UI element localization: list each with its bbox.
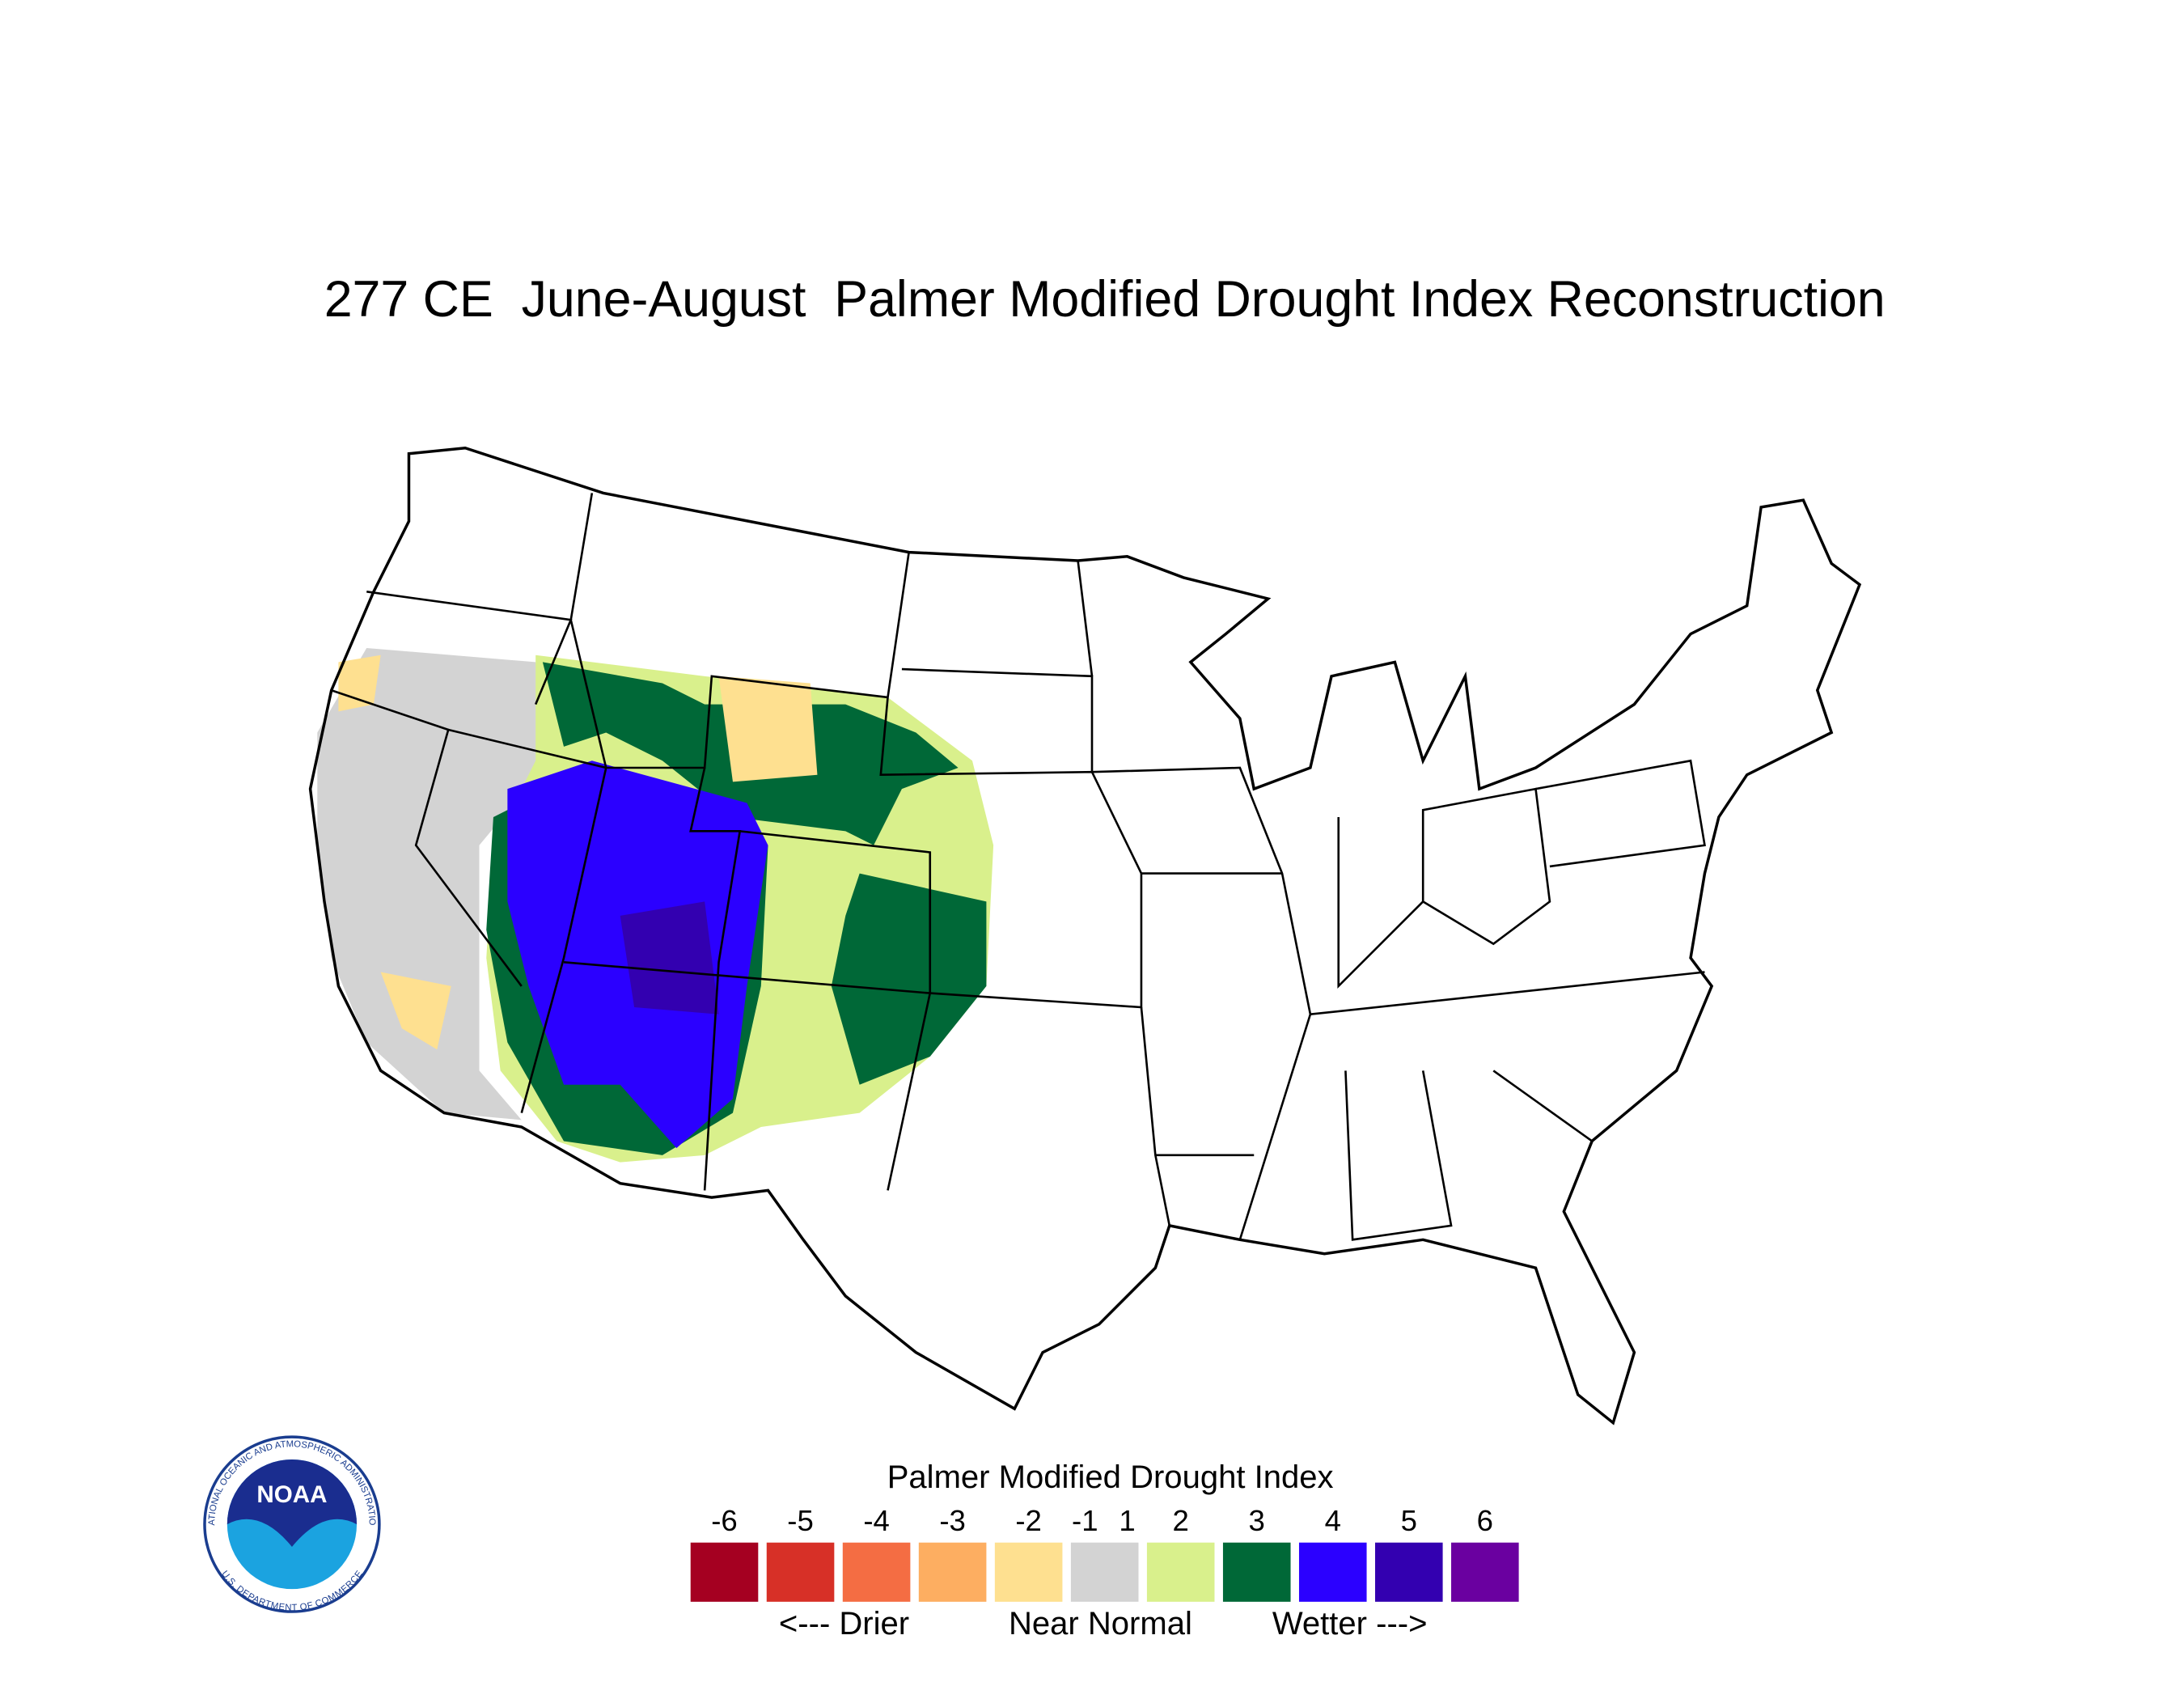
very-wet-region xyxy=(831,873,987,1085)
legend-tick-label: 1 xyxy=(1119,1504,1135,1537)
dry-region xyxy=(380,972,451,1050)
legend-swatch xyxy=(994,1542,1063,1602)
state-line xyxy=(331,688,523,987)
legend-tick-label: -5 xyxy=(787,1504,814,1537)
legend-tick-label: -6 xyxy=(711,1504,738,1537)
legend-swatch xyxy=(1070,1542,1139,1602)
legend-note: Near Normal xyxy=(1009,1606,1192,1642)
legend-swatch xyxy=(766,1542,835,1602)
map-title: 277 CE June-August Palmer Modified Droug… xyxy=(324,271,1886,328)
dry-region xyxy=(718,676,818,782)
legend: -6 -5 -4 -3 -2 -1 1 2 3 4 5 6 <--- Drier Near Normal W… xyxy=(690,1504,1519,1642)
state-line xyxy=(1077,560,1094,676)
state-line xyxy=(1337,787,1551,989)
legend-tick-label: 6 xyxy=(1477,1504,1493,1537)
legend-tick-label: 3 xyxy=(1249,1504,1265,1537)
state-line xyxy=(569,493,888,769)
state-line xyxy=(1310,971,1705,1016)
legend-tick-label: -2 xyxy=(1015,1504,1042,1537)
us-map xyxy=(308,446,1862,1426)
near-normal-region xyxy=(317,647,550,1121)
state-line xyxy=(1535,759,1706,868)
legend-swatch xyxy=(1146,1542,1215,1602)
legend-tick-label: 5 xyxy=(1401,1504,1417,1537)
legend-tick-label: 2 xyxy=(1173,1504,1189,1537)
legend-swatch xyxy=(918,1542,987,1602)
exceptional-wet-region xyxy=(620,901,719,1015)
legend-swatch xyxy=(842,1542,911,1602)
state-line xyxy=(447,728,607,1113)
legend-note: Wetter ---> xyxy=(1272,1606,1428,1642)
logo-sky xyxy=(226,1459,358,1547)
state-line xyxy=(901,667,1094,773)
legend-tick-label: -3 xyxy=(939,1504,966,1537)
legend-swatch xyxy=(690,1542,759,1602)
legend-tick-label: -4 xyxy=(863,1504,890,1537)
state-lines xyxy=(331,493,1706,1241)
legend-swatch xyxy=(1298,1542,1367,1602)
legend-tick-label: 4 xyxy=(1325,1504,1341,1537)
legend-note: <--- Drier xyxy=(779,1606,909,1642)
legend-title: Palmer Modified Drought Index xyxy=(887,1459,1334,1495)
legend-swatch xyxy=(1451,1542,1519,1602)
state-line xyxy=(739,830,932,993)
legend-swatch xyxy=(1375,1542,1443,1602)
legend-swatch xyxy=(1222,1542,1291,1602)
legend-tick-label: -1 xyxy=(1072,1504,1098,1537)
logo-text: NOAA xyxy=(256,1481,327,1508)
state-line xyxy=(1344,1070,1453,1241)
state-line xyxy=(1140,1006,1171,1226)
state-line xyxy=(1492,1070,1593,1142)
